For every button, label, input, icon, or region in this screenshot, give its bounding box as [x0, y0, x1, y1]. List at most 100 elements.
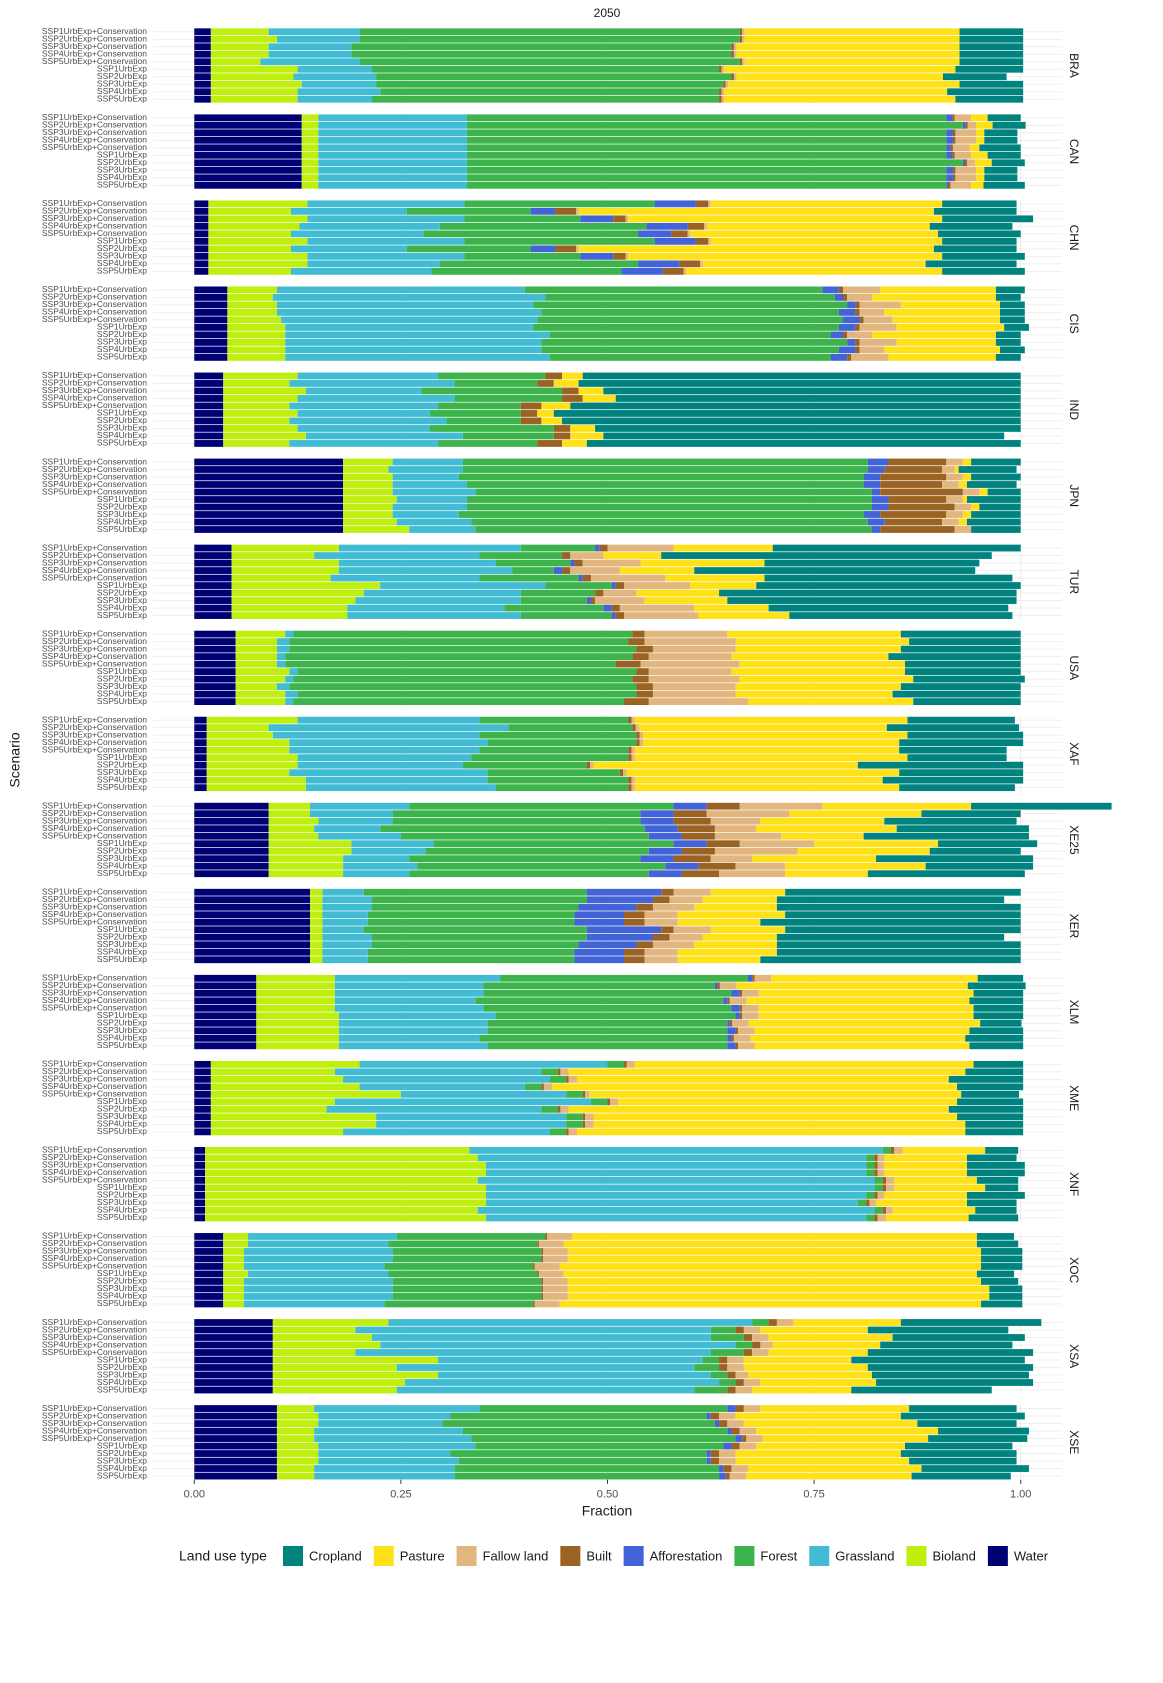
bar-segment: [760, 1405, 910, 1412]
bar-segment: [464, 252, 581, 260]
bar-segment: [194, 245, 209, 253]
bar-segment: [874, 1162, 878, 1169]
bar-segment: [866, 1169, 875, 1177]
bar-segment: [376, 1113, 567, 1121]
scenario-label: SSP4UrbExp: [97, 1033, 147, 1043]
bar-segment: [758, 1012, 974, 1020]
bar-segment: [578, 207, 934, 215]
facet-panel: SSP1UrbExp+ConservationSSP2UrbExp+Conser…: [42, 1403, 1062, 1480]
bar-segment: [268, 847, 352, 855]
bar-segment: [995, 339, 1021, 346]
bar-segment: [946, 496, 963, 503]
bar-segment: [467, 129, 947, 137]
bar-segment: [971, 473, 1021, 481]
bar-segment: [874, 1192, 878, 1199]
bar-segment: [760, 817, 885, 825]
bar-segment: [206, 761, 298, 769]
bar-segment: [615, 612, 625, 619]
bar-segment: [719, 88, 722, 96]
bar-segment: [194, 129, 302, 137]
bar-segment: [194, 903, 311, 911]
bar-segment: [392, 1293, 542, 1300]
scenario-label: SSP3UrbExp: [97, 79, 147, 89]
bar-segment: [194, 237, 209, 245]
bar-segment: [984, 174, 1018, 182]
bar-segment: [235, 690, 286, 698]
bar-segment: [495, 559, 571, 567]
bar-segment: [843, 331, 848, 339]
scenario-label: SSP4UrbExp: [97, 344, 147, 354]
scenario-label: SSP2UrbExp: [97, 1190, 147, 1200]
bar-segment: [694, 1386, 728, 1394]
bar-segment: [694, 567, 976, 574]
bar-segment: [756, 582, 1021, 589]
bar-segment: [894, 1177, 977, 1184]
bar-segment: [975, 159, 992, 167]
bar-segment: [739, 1004, 743, 1012]
bar-segment: [537, 440, 563, 447]
bar-segment: [520, 589, 596, 597]
facet-label: XLM: [1067, 1000, 1081, 1025]
scenario-label: SSP1UrbExp: [97, 1268, 147, 1278]
bar-segment: [318, 174, 468, 182]
bar-segment: [322, 918, 368, 926]
scenario-label: SSP4UrbExp: [97, 1463, 147, 1473]
bar-segment: [673, 888, 711, 896]
bar-segment: [694, 903, 777, 911]
bar-segment: [955, 174, 977, 182]
bar-segment: [205, 1147, 470, 1154]
bar-segment: [644, 948, 678, 956]
bar-segment: [867, 458, 889, 466]
bar-segment: [954, 114, 972, 122]
facet-panel: SSP1UrbExp+ConservationSSP2UrbExp+Conser…: [42, 370, 1062, 448]
bar-segment: [520, 612, 612, 619]
bar-segment: [719, 1412, 736, 1420]
bar-segment: [194, 739, 207, 747]
bar-segment: [710, 888, 786, 896]
bar-segment: [194, 1012, 257, 1020]
bar-segment: [549, 1075, 567, 1083]
bar-segment: [297, 88, 381, 96]
bar-segment: [380, 825, 645, 833]
bar-segment: [479, 746, 629, 754]
bar-segment: [615, 395, 1021, 402]
bar-segment: [371, 941, 579, 949]
bar-segment: [884, 309, 1001, 316]
bar-segment: [289, 440, 439, 447]
scenario-label: SSP5UrbExp: [97, 1470, 147, 1480]
bar-segment: [877, 1192, 885, 1199]
bar-segment: [479, 1034, 728, 1042]
bar-segment: [479, 716, 629, 724]
bar-segment: [710, 1457, 720, 1465]
bar-segment: [248, 1270, 389, 1278]
bar-segment: [644, 638, 736, 645]
bar-segment: [991, 159, 1025, 167]
bar-segment: [194, 159, 302, 167]
bar-segment: [560, 1068, 569, 1076]
bar-segment: [735, 1341, 753, 1349]
bar-segment: [351, 50, 732, 58]
bar-segment: [736, 43, 960, 51]
bar-segment: [543, 1255, 568, 1263]
bar-segment: [884, 466, 943, 473]
bar-segment: [477, 1154, 867, 1162]
bar-segment: [194, 1004, 257, 1012]
bar-segment: [392, 503, 468, 511]
scenario-label: SSP3UrbExp: [97, 939, 147, 949]
bar-segment: [545, 582, 612, 589]
bar-segment: [268, 855, 344, 863]
bar-segment: [603, 387, 1021, 395]
bar-segment: [874, 1214, 878, 1222]
bar-segment: [750, 1034, 966, 1042]
bar-segment: [541, 1068, 558, 1076]
chart-title: 2050: [594, 6, 621, 20]
bar-segment: [695, 200, 709, 208]
bar-segment: [877, 1154, 885, 1162]
bar-segment: [578, 387, 604, 395]
bar-segment: [314, 1435, 472, 1442]
bar-segment: [396, 1233, 546, 1240]
bar-segment: [524, 1083, 542, 1091]
bar-segment: [310, 888, 323, 896]
bar-segment: [530, 245, 556, 253]
bar-segment: [867, 1326, 1009, 1334]
